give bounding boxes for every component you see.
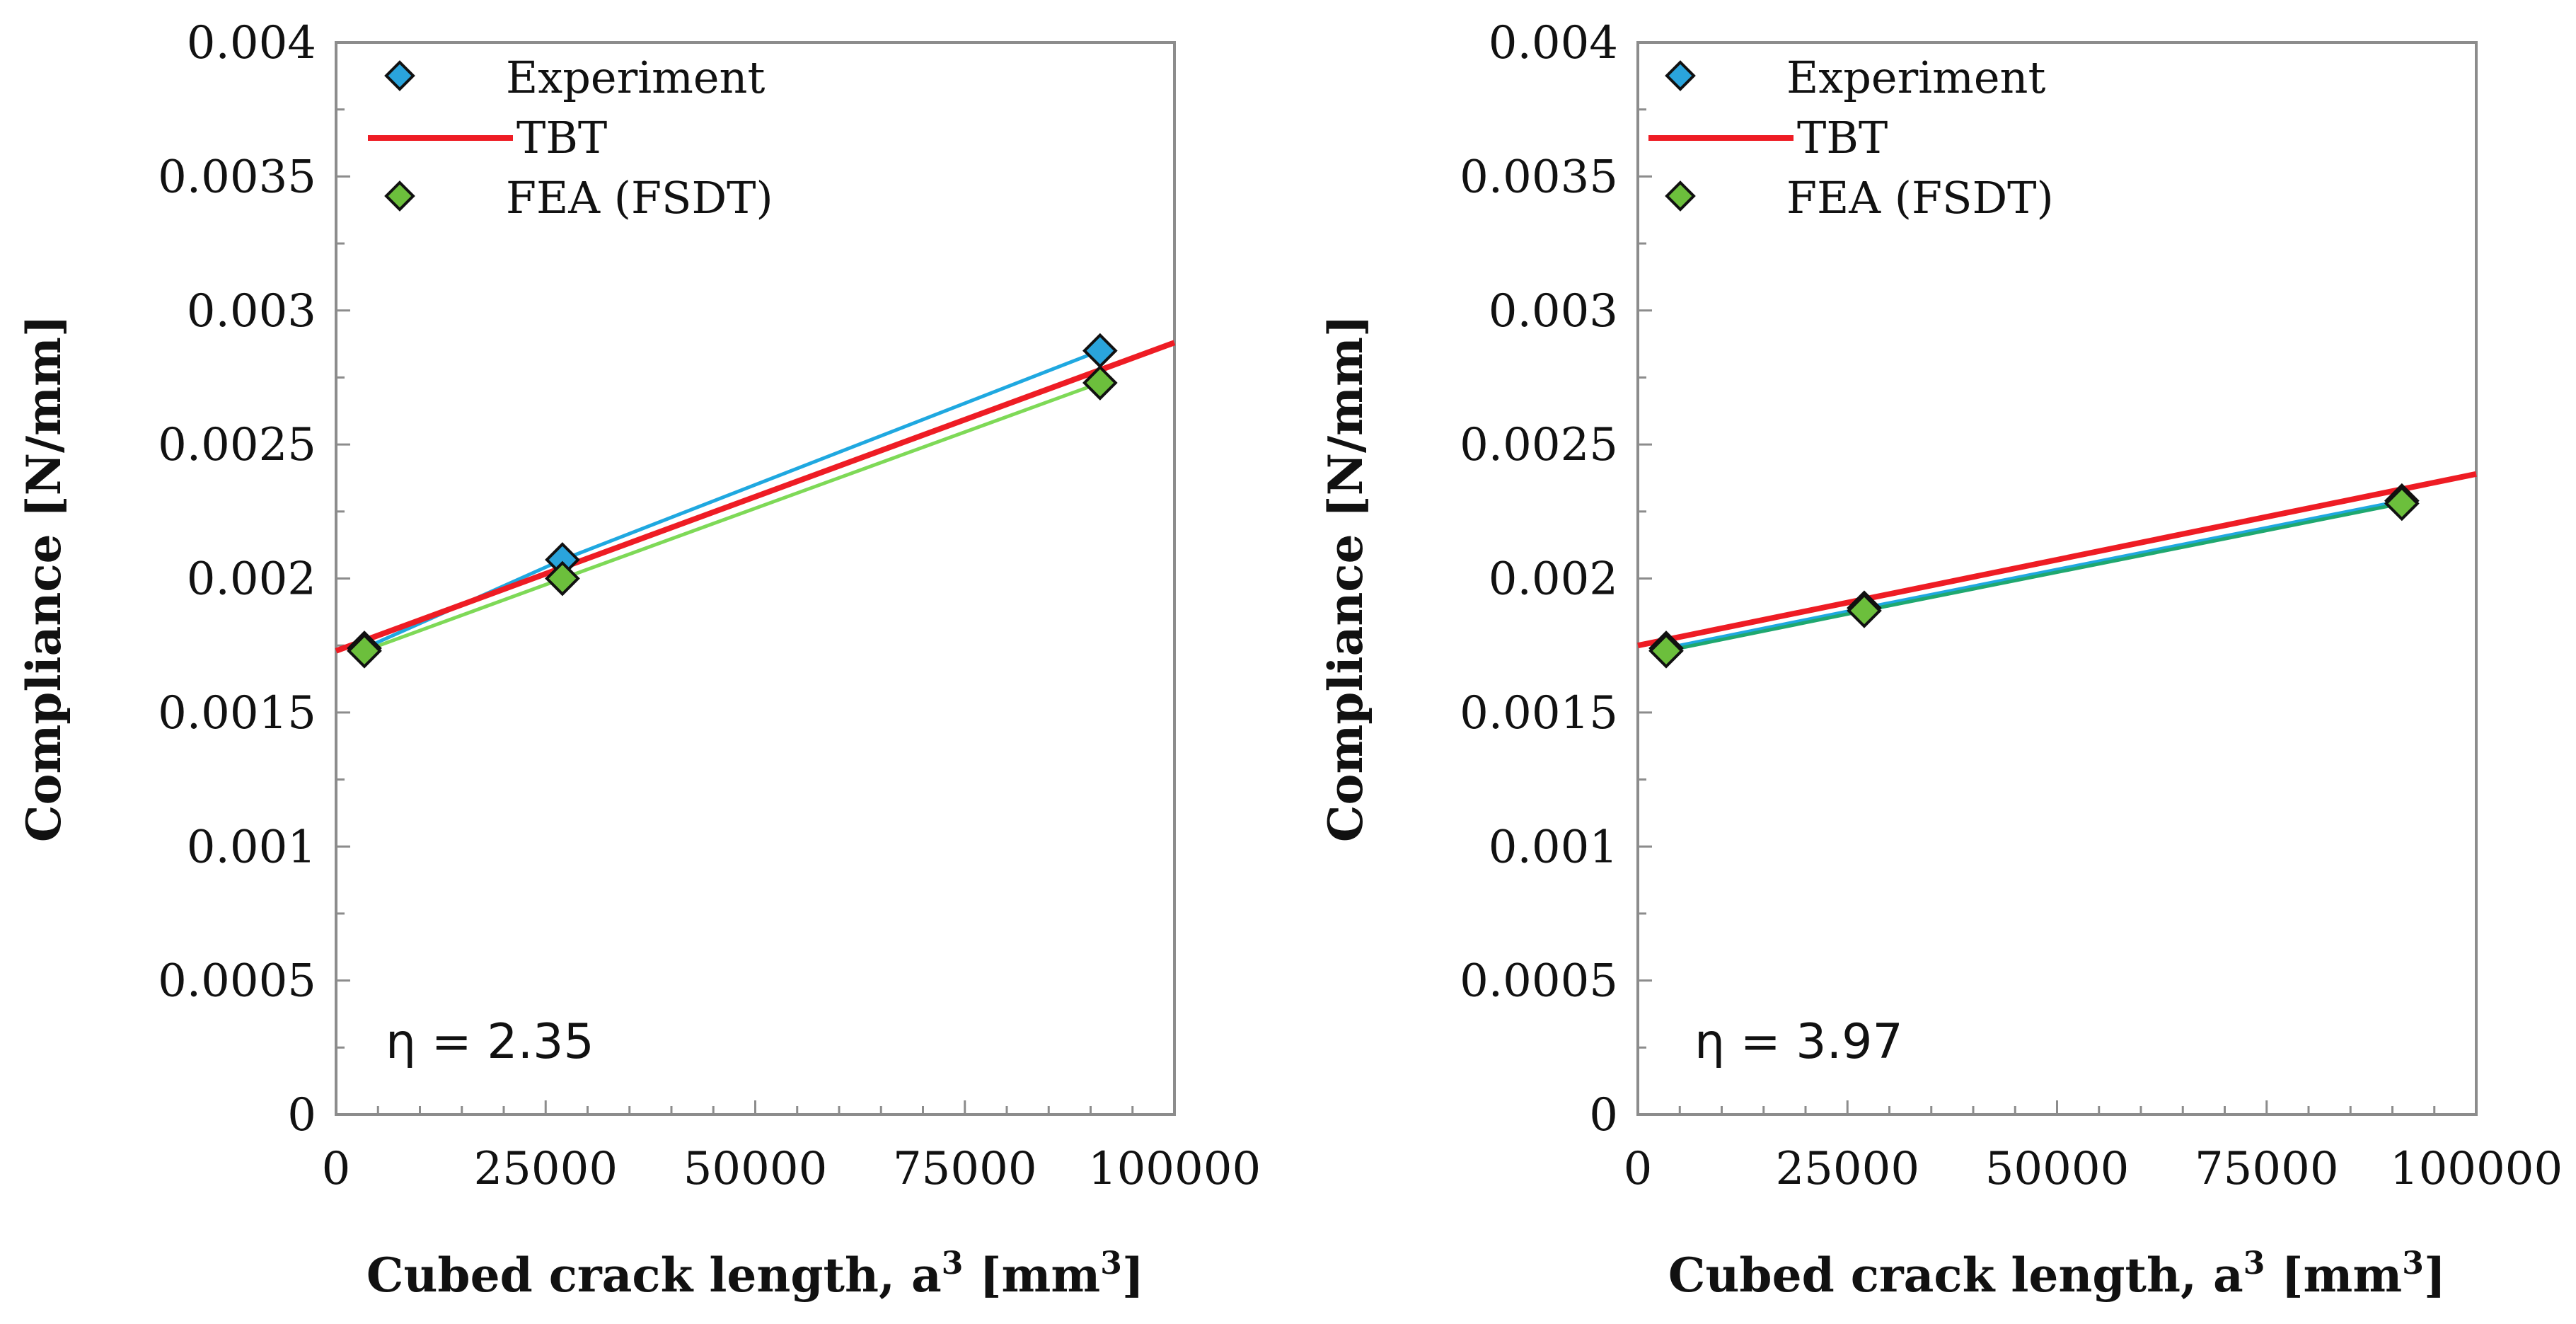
y-tick-label: 0.001 xyxy=(1489,821,1618,873)
legend-label: FEA (FSDT) xyxy=(506,172,773,224)
x-axis-title-superscript: 3 xyxy=(2243,1245,2265,1282)
y-tick-label: 0.0005 xyxy=(158,955,316,1008)
y-tick-label: 0.0035 xyxy=(158,151,316,203)
series-line-tbt xyxy=(335,340,1176,654)
y-tick-label: 0.003 xyxy=(1489,285,1618,338)
legend-label: Experiment xyxy=(506,52,765,103)
x-axis-title: Cubed crack length, a3 [mm3] xyxy=(366,1245,1144,1303)
data-point-fea-fsdt- xyxy=(1847,593,1882,628)
series-line-tbt xyxy=(1637,471,2477,649)
y-tick-label: 0.0035 xyxy=(1460,151,1618,203)
x-axis-title-part: ] xyxy=(2424,1248,2446,1303)
y-axis-title: Compliance [N/mm] xyxy=(16,315,71,842)
legend-swatch-diamond xyxy=(384,60,415,91)
legend-label: TBT xyxy=(1797,112,1888,163)
x-tick-label: 0 xyxy=(322,1143,351,1195)
x-axis-title-part: [mm xyxy=(2265,1248,2402,1303)
series-line-fea-fsdt- xyxy=(364,381,1101,653)
y-tick-label: 0 xyxy=(1589,1089,1618,1141)
y-tick-label: 0.0025 xyxy=(158,419,316,471)
x-tick-label: 75000 xyxy=(2195,1143,2339,1195)
plot-area xyxy=(1636,41,2478,1116)
y-tick-label: 0.003 xyxy=(187,285,316,338)
x-tick-label: 100000 xyxy=(2390,1143,2563,1195)
y-tick-label: 0.0015 xyxy=(1460,687,1618,739)
data-point-fea-fsdt- xyxy=(347,633,382,669)
x-tick-label: 25000 xyxy=(1775,1143,1919,1195)
x-axis-title: Cubed crack length, a3 [mm3] xyxy=(1668,1245,2446,1303)
y-tick-label: 0.0005 xyxy=(1460,955,1618,1008)
legend-swatch-diamond xyxy=(384,180,415,212)
x-tick-label: 50000 xyxy=(683,1143,828,1195)
data-point-fea-fsdt- xyxy=(1082,365,1118,401)
legend-swatch-diamond xyxy=(1665,180,1696,212)
series-line-experiment xyxy=(363,349,1101,650)
y-tick-label: 0.004 xyxy=(1489,17,1618,69)
y-axis-title: Compliance [N/mm] xyxy=(1318,315,1373,842)
y-tick-label: 0.004 xyxy=(187,17,316,69)
x-axis-title-superscript: 3 xyxy=(2402,1245,2424,1282)
x-axis-title-part: Cubed crack length, a xyxy=(1668,1248,2243,1303)
y-tick-label: 0.001 xyxy=(187,821,316,873)
chart-right: 0 0.0005 0.001 0.0015 0.002 0.0025 0.003 0.0035… xyxy=(1318,17,2563,1303)
x-tick-label: 50000 xyxy=(1985,1143,2130,1195)
y-tick-label: 0.002 xyxy=(187,553,316,606)
legend-swatch-diamond xyxy=(1665,60,1696,91)
series-line-experiment xyxy=(1665,499,2403,650)
eta-annotation: η = 3.97 xyxy=(1694,1014,1903,1070)
series-line-fea-fsdt- xyxy=(1665,501,2403,653)
y-tick-label: 0.0015 xyxy=(158,687,316,739)
x-axis-title-part: [mm xyxy=(963,1248,1100,1303)
eta-annotation: η = 2.35 xyxy=(386,1014,594,1070)
data-point-fea-fsdt- xyxy=(545,560,580,597)
legend-label: TBT xyxy=(516,112,607,163)
x-tick-label: 75000 xyxy=(893,1143,1037,1195)
data-point-fea-fsdt- xyxy=(1648,633,1684,669)
x-axis-title-part: Cubed crack length, a xyxy=(366,1248,942,1303)
x-axis-title-superscript: 3 xyxy=(942,1245,964,1282)
x-tick-label: 0 xyxy=(1624,1143,1653,1195)
y-tick-label: 0.002 xyxy=(1489,553,1618,606)
x-tick-label: 100000 xyxy=(1088,1143,1261,1195)
data-point-fea-fsdt- xyxy=(2384,485,2420,522)
legend-label: Experiment xyxy=(1786,52,2045,103)
y-tick-label: 0 xyxy=(287,1089,316,1141)
x-axis-title-superscript: 3 xyxy=(1100,1245,1122,1282)
x-tick-label: 25000 xyxy=(473,1143,618,1195)
data-point-experiment xyxy=(1082,333,1118,369)
y-tick-label: 0.0025 xyxy=(1460,419,1618,471)
x-axis-title-part: ] xyxy=(1122,1248,1144,1303)
chart-left: 0 0.0005 0.001 0.0015 0.002 0.0025 0.003 0.0035… xyxy=(16,17,1261,1303)
legend-label: FEA (FSDT) xyxy=(1786,172,2054,224)
